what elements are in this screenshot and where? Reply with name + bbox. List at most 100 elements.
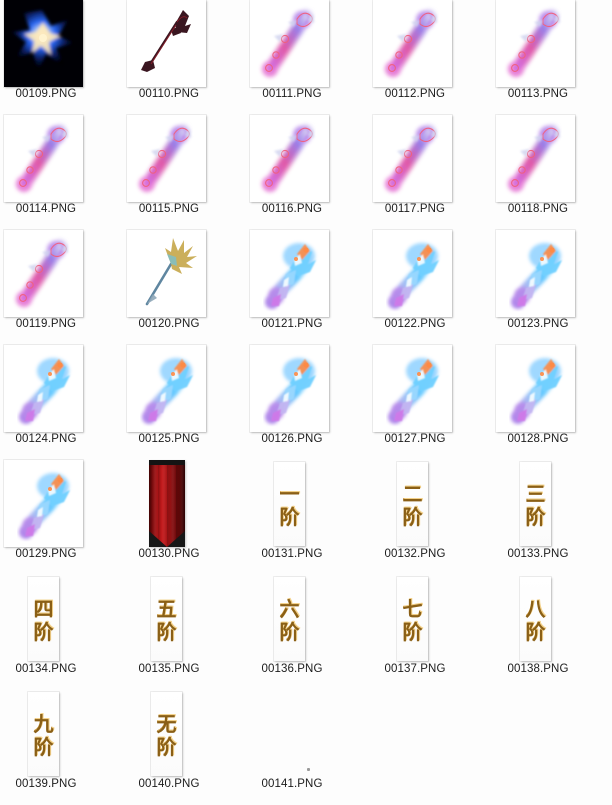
file-name-label: 00125.PNG [138, 433, 200, 445]
thumbnail-container[interactable] [123, 115, 246, 203]
file-item[interactable]: 五阶 00135.PNG [123, 575, 246, 690]
banner-top-bar [149, 460, 185, 465]
file-item[interactable]: 00109.PNG [0, 0, 123, 115]
cyan-orange-blade-thumbnail [4, 460, 83, 547]
file-item[interactable]: 00116.PNG [246, 115, 369, 230]
file-item[interactable]: 00127.PNG [369, 345, 492, 460]
thumbnail-container[interactable]: 九阶 [0, 690, 123, 778]
file-item[interactable]: 00122.PNG [369, 230, 492, 345]
file-item[interactable]: 00141.PNG [246, 690, 369, 805]
rank-plate-text: 无阶 [156, 710, 177, 758]
thumbnail-container[interactable] [246, 345, 369, 433]
thumbnail-container[interactable] [0, 460, 123, 548]
thumbnail-container[interactable]: 五阶 [123, 575, 246, 663]
rank-plate-thumbnail: 八阶 [520, 577, 551, 661]
plate-background [397, 577, 428, 661]
cyan-orange-blade-thumbnail [250, 345, 329, 432]
rank-plate-thumbnail: 七阶 [397, 577, 428, 661]
thumbnail-container[interactable]: 八阶 [492, 575, 612, 663]
plate-background [151, 692, 182, 776]
dark-red-staff-thumbnail [127, 0, 206, 87]
file-item[interactable]: 00111.PNG [246, 0, 369, 115]
thumbnail-container[interactable] [246, 0, 369, 88]
file-item[interactable]: 00113.PNG [492, 0, 612, 115]
file-item[interactable]: 00124.PNG [0, 345, 123, 460]
file-item[interactable]: 00117.PNG [369, 115, 492, 230]
thumbnail-container[interactable] [0, 230, 123, 318]
cyan-orange-blade-thumbnail [496, 345, 575, 432]
file-name-label: 00113.PNG [507, 88, 569, 100]
thumbnail-container[interactable]: 四阶 [0, 575, 123, 663]
thumbnail-container[interactable]: 二阶 [369, 460, 492, 548]
file-item[interactable]: 00120.PNG [123, 230, 246, 345]
file-item[interactable]: 三阶 00133.PNG [492, 460, 612, 575]
file-item[interactable]: 二阶 00132.PNG [369, 460, 492, 575]
cyan-orange-blade-thumbnail [250, 230, 329, 317]
thumbnail-container[interactable] [492, 115, 612, 203]
thumbnail-container[interactable] [123, 345, 246, 433]
file-item[interactable]: 00121.PNG [246, 230, 369, 345]
file-name-label: 00139.PNG [15, 778, 77, 790]
rank-plate-text: 五阶 [156, 595, 177, 643]
thumbnail-container[interactable] [123, 0, 246, 88]
pink-purple-staff-thumbnail [496, 0, 575, 87]
file-item[interactable]: 00126.PNG [246, 345, 369, 460]
file-item[interactable]: 00130.PNG [123, 460, 246, 575]
blue-energy-burst-thumbnail [4, 0, 83, 87]
file-item[interactable]: 八阶 00138.PNG [492, 575, 612, 690]
thumbnail-container[interactable]: 七阶 [369, 575, 492, 663]
thumbnail-container[interactable] [246, 230, 369, 318]
file-item[interactable]: 00118.PNG [492, 115, 612, 230]
file-name-label: 00131.PNG [261, 548, 323, 560]
file-item[interactable]: 00110.PNG [123, 0, 246, 115]
thumbnail-container[interactable] [0, 115, 123, 203]
thumbnail-container[interactable] [0, 345, 123, 433]
pink-purple-staff-thumbnail [373, 115, 452, 202]
file-item[interactable]: 00129.PNG [0, 460, 123, 575]
file-item[interactable]: 00125.PNG [123, 345, 246, 460]
thumbnail-container[interactable]: 三阶 [492, 460, 612, 548]
file-item[interactable]: 四阶 00134.PNG [0, 575, 123, 690]
gold-teal-spear-thumbnail [127, 230, 206, 317]
thumbnail-container[interactable] [246, 115, 369, 203]
thumbnail-container[interactable] [492, 345, 612, 433]
plate-background [397, 462, 428, 546]
file-item[interactable]: 无阶 00140.PNG [123, 690, 246, 805]
thumbnail-container[interactable] [492, 230, 612, 318]
thumbnail-container[interactable]: 一阶 [246, 460, 369, 548]
cyan-orange-blade-thumbnail [373, 345, 452, 432]
rank-plate-thumbnail: 四阶 [28, 577, 59, 661]
thumbnail-container[interactable] [492, 0, 612, 88]
file-item[interactable]: 六阶 00136.PNG [246, 575, 369, 690]
file-item[interactable]: 00114.PNG [0, 115, 123, 230]
file-name-label: 00114.PNG [15, 203, 77, 215]
file-item[interactable]: 九阶 00139.PNG [0, 690, 123, 805]
pink-purple-staff-thumbnail [4, 230, 83, 317]
cyan-orange-blade-thumbnail [127, 345, 206, 432]
file-name-label: 00135.PNG [138, 663, 200, 675]
thumbnail-container[interactable] [123, 460, 246, 548]
file-name-label: 00130.PNG [138, 548, 200, 560]
file-item[interactable]: 00119.PNG [0, 230, 123, 345]
file-item[interactable]: 一阶 00131.PNG [246, 460, 369, 575]
rank-plate-text: 四阶 [33, 595, 54, 643]
thumbnail-container[interactable] [369, 345, 492, 433]
thumbnail-container[interactable] [0, 0, 123, 88]
file-item[interactable]: 00123.PNG [492, 230, 612, 345]
file-item[interactable]: 00112.PNG [369, 0, 492, 115]
pink-purple-staff-thumbnail [250, 0, 329, 87]
cyan-orange-blade-thumbnail [496, 230, 575, 317]
file-item[interactable]: 00128.PNG [492, 345, 612, 460]
rank-plate-thumbnail: 二阶 [397, 462, 428, 546]
thumbnail-container[interactable] [369, 230, 492, 318]
thumbnail-container[interactable] [123, 230, 246, 318]
rank-plate-text: 六阶 [279, 595, 300, 643]
file-item[interactable]: 00115.PNG [123, 115, 246, 230]
thumbnail-container[interactable]: 无阶 [123, 690, 246, 778]
file-name-label: 00132.PNG [384, 548, 446, 560]
thumbnail-container[interactable]: 六阶 [246, 575, 369, 663]
thumbnail-container[interactable] [369, 115, 492, 203]
thumbnail-container[interactable] [369, 0, 492, 88]
thumbnail-container[interactable] [246, 690, 369, 778]
file-item[interactable]: 七阶 00137.PNG [369, 575, 492, 690]
